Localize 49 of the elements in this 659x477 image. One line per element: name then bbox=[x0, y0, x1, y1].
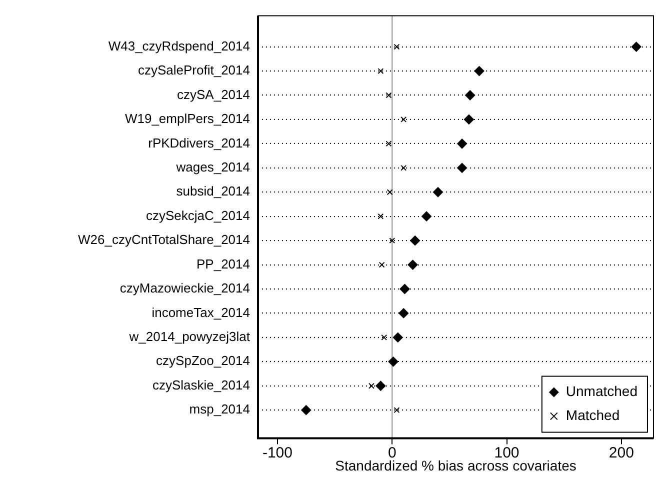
x-tick-label: 200 bbox=[608, 444, 634, 462]
point bbox=[432, 187, 443, 198]
y-tick-label: czySA_2014 bbox=[177, 86, 250, 102]
y-tick-label: czySekcjaC_2014 bbox=[146, 208, 250, 223]
y-tick-label: msp_2014 bbox=[189, 402, 250, 417]
x-tick-label: -100 bbox=[262, 444, 293, 462]
point bbox=[465, 90, 476, 100]
y-tick-label: W19_emplPers_2014 bbox=[124, 111, 250, 126]
y-tick-label: w_2014_powyzej3lat bbox=[128, 329, 250, 344]
point bbox=[378, 262, 385, 268]
point bbox=[381, 334, 388, 340]
y-tick-label: czySaleProfit_2014 bbox=[138, 62, 250, 78]
legend-label: Matched bbox=[566, 407, 620, 424]
point bbox=[457, 162, 468, 173]
legend-label: Unmatched bbox=[566, 383, 638, 400]
point bbox=[392, 332, 403, 342]
point bbox=[378, 213, 384, 220]
y-tick-label: PP_2014 bbox=[196, 256, 250, 272]
point bbox=[388, 356, 398, 367]
y-tick-label: subsid_2014 bbox=[176, 184, 250, 199]
point bbox=[422, 211, 432, 222]
point bbox=[386, 140, 392, 147]
point bbox=[301, 405, 312, 416]
y-tick-label: czySpZoo_2014 bbox=[156, 353, 250, 368]
y-tick-label: incomeTax_2014 bbox=[152, 304, 250, 320]
point bbox=[408, 260, 418, 270]
point bbox=[398, 308, 409, 318]
point bbox=[457, 138, 468, 149]
point bbox=[400, 116, 407, 122]
y-tick-label: W43_czyRdspend_2014 bbox=[108, 38, 250, 54]
point bbox=[631, 42, 642, 52]
point bbox=[394, 44, 400, 50]
point bbox=[386, 92, 392, 98]
y-tick-label: wages_2014 bbox=[175, 159, 250, 174]
point bbox=[389, 238, 396, 244]
y-tick-label: W26_czyCntTotalShare_2014 bbox=[78, 232, 250, 248]
point bbox=[386, 189, 393, 196]
point bbox=[400, 284, 410, 294]
point bbox=[368, 382, 374, 389]
y-tick-label: rPKDdivers_2014 bbox=[148, 135, 250, 150]
y-tick-label: czySlaskie_2014 bbox=[152, 377, 250, 392]
point bbox=[394, 407, 400, 414]
point bbox=[464, 114, 474, 124]
point bbox=[376, 380, 386, 391]
point bbox=[474, 66, 484, 76]
point bbox=[400, 164, 407, 171]
point bbox=[378, 68, 384, 74]
point bbox=[410, 236, 420, 246]
y-tick-label: czyMazowieckie_2014 bbox=[120, 280, 250, 296]
